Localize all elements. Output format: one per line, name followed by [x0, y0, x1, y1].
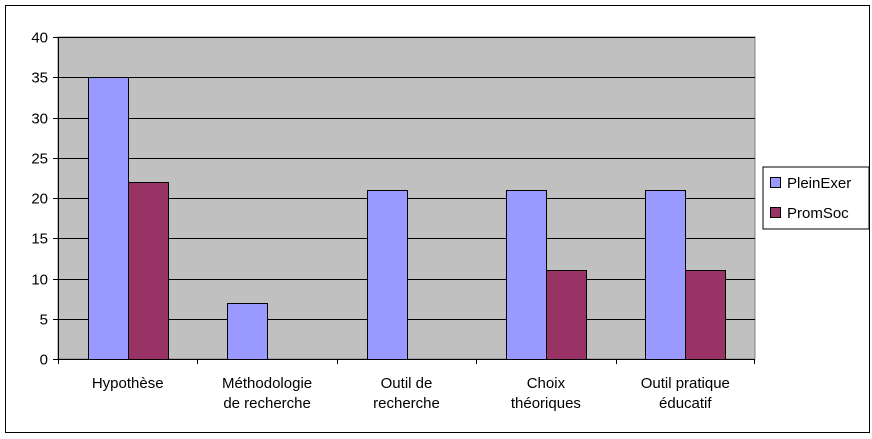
y-tick-label: 25 [31, 151, 48, 168]
legend-swatch-pleinexer [770, 177, 781, 188]
x-tick-label: Outil pratique [641, 375, 730, 392]
legend-label-promsoc: PromSoc [787, 205, 849, 222]
y-tick-label: 40 [31, 30, 48, 47]
y-tick-label: 20 [31, 191, 48, 208]
bar-pleinexer [645, 190, 686, 360]
y-tick-label: 10 [31, 272, 48, 289]
legend-label-pleinexer: PleinExer [787, 175, 851, 192]
y-tick-label: 15 [31, 231, 48, 248]
x-tick-label: éducatif [659, 395, 712, 412]
x-tick-label: Choix [527, 375, 566, 392]
y-tick-label: 0 [40, 352, 48, 369]
bar-promsoc [128, 182, 169, 360]
bars [88, 77, 726, 360]
bar-promsoc [685, 270, 726, 360]
axes: 0 5 10 15 20 25 30 35 40 Hypothèse Méthodologie de … [31, 30, 755, 412]
x-tick-label: recherche [373, 395, 440, 412]
bar-pleinexer [227, 303, 268, 360]
y-tick-label: 35 [31, 70, 48, 87]
legend-swatch-promsoc [770, 207, 781, 218]
y-tick-label: 30 [31, 111, 48, 128]
bar-pleinexer [367, 190, 408, 360]
bar-promsoc [546, 270, 587, 360]
y-tick-label: 5 [40, 312, 48, 329]
x-tick-label: Outil de [381, 375, 433, 392]
x-tick-label: théoriques [511, 395, 581, 412]
bar-pleinexer [88, 77, 129, 360]
x-tick-label: Hypothèse [92, 375, 164, 392]
x-tick-label: Méthodologie [222, 375, 312, 392]
bar-pleinexer [506, 190, 547, 360]
x-tick-label: de recherche [223, 395, 311, 412]
legend: PleinExer PromSoc [762, 166, 870, 230]
